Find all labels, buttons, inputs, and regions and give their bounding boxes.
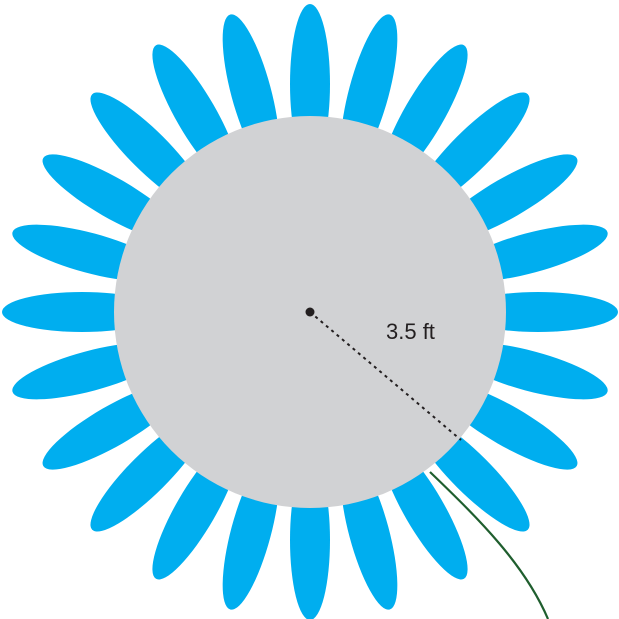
flower-stem: [429, 471, 550, 619]
radius-dotted-line: [309, 311, 462, 441]
center-point-dot: [305, 307, 315, 317]
radius-label: 3.5 ft: [386, 319, 435, 344]
